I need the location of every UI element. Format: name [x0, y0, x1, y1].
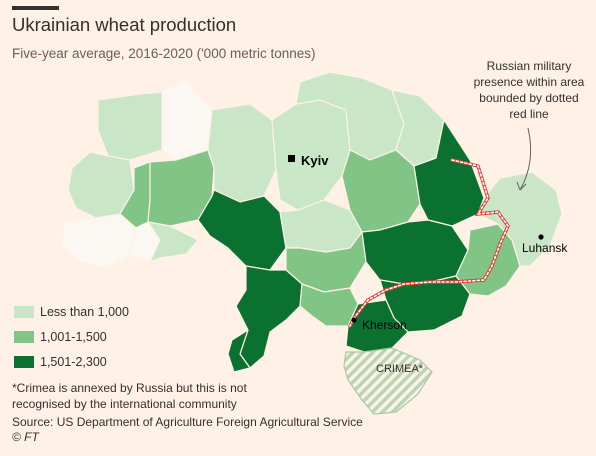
legend: Less than 1,000 1,001-1,500 1,501-2,300 [14, 302, 129, 377]
region-vinnytsia [197, 189, 287, 271]
luhansk-label: Luhansk [522, 241, 568, 255]
region-odesa-south [227, 329, 251, 373]
region-luhansk [477, 171, 563, 267]
footnote: *Crimea is annexed by Russia but this is… [12, 380, 247, 412]
legend-label-mid: 1,001-1,500 [40, 330, 107, 344]
chart-title: Ukrainian wheat production [12, 14, 237, 35]
kyiv-label: Kyiv [301, 153, 329, 168]
region-zhytomyr [207, 103, 277, 203]
kherson-marker [351, 317, 357, 323]
annotation-arrowhead [516, 181, 527, 191]
footnote-line-2: recognised by the international communit… [12, 397, 237, 411]
military-annotation: Russian military presence within area bo… [473, 59, 585, 121]
legend-item-mid: 1,001-1,500 [14, 327, 129, 347]
region-crimea [343, 347, 433, 415]
kherson-label: Kherson [362, 318, 407, 332]
legend-swatch-low [14, 306, 34, 318]
ft-credit: © FT [12, 430, 39, 444]
military-presence-boundary [348, 158, 510, 328]
region-odesa-north [235, 265, 303, 369]
legend-item-low: Less than 1,000 [14, 302, 129, 322]
region-rivne [161, 79, 213, 161]
source-note: Source: US Department of Agriculture For… [12, 415, 363, 429]
legend-label-high: 1,501-2,300 [40, 355, 107, 369]
region-zakarpattia [61, 213, 137, 269]
region-volyn [97, 91, 163, 161]
footnote-line-1: *Crimea is annexed by Russia but this is… [12, 381, 247, 395]
region-chernivtsi [147, 221, 199, 263]
legend-swatch-high [14, 356, 34, 368]
chart-subtitle: Five-year average, 2016-2020 ('000 metri… [12, 46, 316, 61]
annotation-arrow [519, 127, 532, 191]
legend-swatch-mid [14, 331, 34, 343]
legend-label-low: Less than 1,000 [40, 305, 129, 319]
ft-top-bar [12, 6, 59, 10]
legend-item-high: 1,501-2,300 [14, 352, 129, 372]
kyiv-marker [288, 155, 295, 162]
crimea-label: CRIMEA* [376, 363, 424, 375]
luhansk-marker [538, 234, 544, 240]
